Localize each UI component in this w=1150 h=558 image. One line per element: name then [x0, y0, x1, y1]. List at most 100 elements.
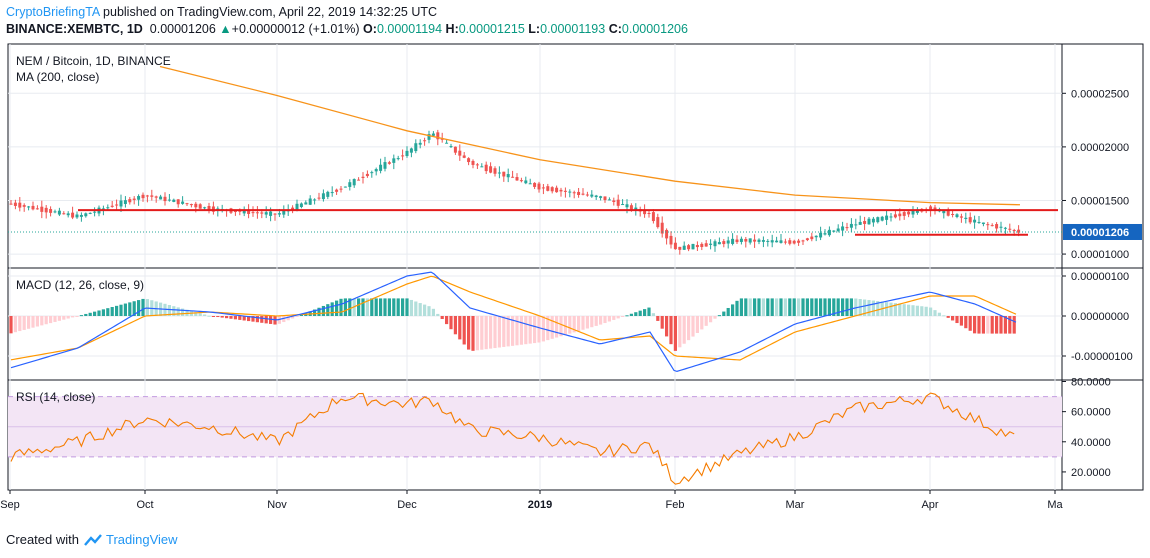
candle-body [744, 238, 748, 242]
candle-body [352, 179, 356, 186]
chart-frame [7, 43, 1144, 491]
candle-body [687, 245, 691, 250]
candle-body [726, 240, 730, 244]
macd-histogram-bar [893, 303, 897, 316]
candle-body [867, 218, 871, 225]
macd-histogram-bar [260, 316, 264, 323]
price-tick-label: 0.00002000 [1071, 142, 1129, 154]
macd-histogram-bar [832, 298, 836, 316]
macd-histogram-bar [920, 306, 924, 316]
candle-body [172, 199, 176, 202]
candle-body [559, 189, 563, 192]
published-text: published on TradingView.com, April 22, … [99, 5, 438, 19]
candle-body [651, 212, 655, 222]
candle-body [599, 196, 603, 198]
candle-body [511, 176, 515, 178]
candle-body [656, 217, 660, 228]
macd-histogram-bar [35, 316, 39, 327]
macd-pane-title: MACD (12, 26, close, 9) [16, 278, 144, 292]
macd-histogram-bar [775, 298, 779, 316]
macd-histogram-bar [907, 304, 911, 316]
macd-histogram-bar [1003, 316, 1007, 334]
candle-body [973, 219, 977, 223]
candle-body [471, 160, 475, 165]
macd-histogram-bar [599, 316, 603, 325]
macd-histogram-bar [717, 315, 721, 317]
candle-body [907, 211, 911, 215]
candle-body [145, 195, 149, 197]
symbol-label: BINANCE:XEMBTC, 1D [6, 22, 143, 36]
macd-histogram-bar [515, 316, 519, 346]
price-tick-label: 0.00002500 [1071, 88, 1129, 100]
candle-body [634, 207, 638, 210]
macd-histogram-bar [57, 316, 61, 321]
macd-histogram-bar [242, 316, 246, 321]
candle-body [691, 243, 695, 250]
macd-histogram-bar [374, 298, 378, 316]
open-label: O: [363, 22, 377, 36]
macd-histogram-bar [401, 298, 405, 316]
low-label: L: [528, 22, 541, 36]
author-link[interactable]: CryptoBriefingTA [6, 5, 100, 19]
macd-histogram-bar [898, 303, 902, 316]
candle-body [62, 213, 66, 215]
macd-histogram-bar [709, 316, 713, 323]
candle-body [291, 207, 295, 211]
candle-body [137, 196, 141, 200]
macd-histogram-bar [682, 316, 686, 344]
macd-histogram-bar [629, 313, 633, 316]
tradingview-logo[interactable]: TradingView [83, 532, 178, 547]
macd-histogram-bar [282, 316, 286, 323]
candle-body [242, 209, 246, 214]
candle-body [53, 211, 57, 213]
candle-body [436, 132, 440, 140]
candle-body [757, 239, 761, 242]
macd-histogram-bar [255, 316, 259, 323]
macd-histogram-bar [876, 301, 880, 316]
rsi-pane-title: RSI (14, close) [16, 390, 95, 404]
last-price: 0.00001206 [149, 22, 216, 36]
macd-histogram-bar [321, 305, 325, 316]
candle-body [194, 203, 198, 208]
candle-body [489, 166, 493, 173]
macd-histogram-bar [669, 316, 673, 345]
macd-histogram-bar [748, 298, 752, 316]
macd-histogram-bar [955, 316, 959, 324]
last-price-tag [1063, 223, 1142, 240]
candle-body [379, 164, 383, 171]
candle-body [968, 217, 972, 223]
candle-body [198, 204, 202, 209]
ma200-line [159, 65, 1021, 206]
candle-body [22, 205, 26, 207]
candle-body [299, 203, 303, 208]
candle-body [66, 213, 70, 216]
macd-histogram-bar [638, 310, 642, 316]
candle-body [119, 200, 123, 207]
macd-histogram-bar [990, 316, 994, 334]
candle-body [981, 222, 985, 225]
candle-body [612, 200, 616, 203]
candle-body [396, 158, 400, 160]
macd-histogram-bar [436, 313, 440, 316]
macd-histogram-bar [295, 316, 299, 317]
candle-body [247, 209, 251, 214]
macd-histogram-bar [317, 307, 321, 316]
macd-histogram-bar [792, 298, 796, 316]
low-value: 0.00001193 [540, 22, 606, 36]
price-tick-label: 0.00001000 [1071, 249, 1129, 261]
candle-body [621, 204, 625, 206]
candle-body [827, 229, 831, 236]
macd-histogram-bar [827, 298, 831, 316]
macd-histogram-bar [660, 316, 664, 329]
candle-body [915, 209, 919, 213]
macd-histogram-bar [986, 316, 990, 334]
candle-body [761, 240, 765, 242]
candle-body [159, 196, 163, 200]
high-label: H: [445, 22, 459, 36]
macd-histogram-bar [797, 298, 801, 316]
macd-histogram-bar [735, 300, 739, 316]
candle-body [673, 242, 677, 250]
candle-body [669, 235, 673, 245]
rsi-tick-label: 40.0000 [1071, 437, 1111, 449]
